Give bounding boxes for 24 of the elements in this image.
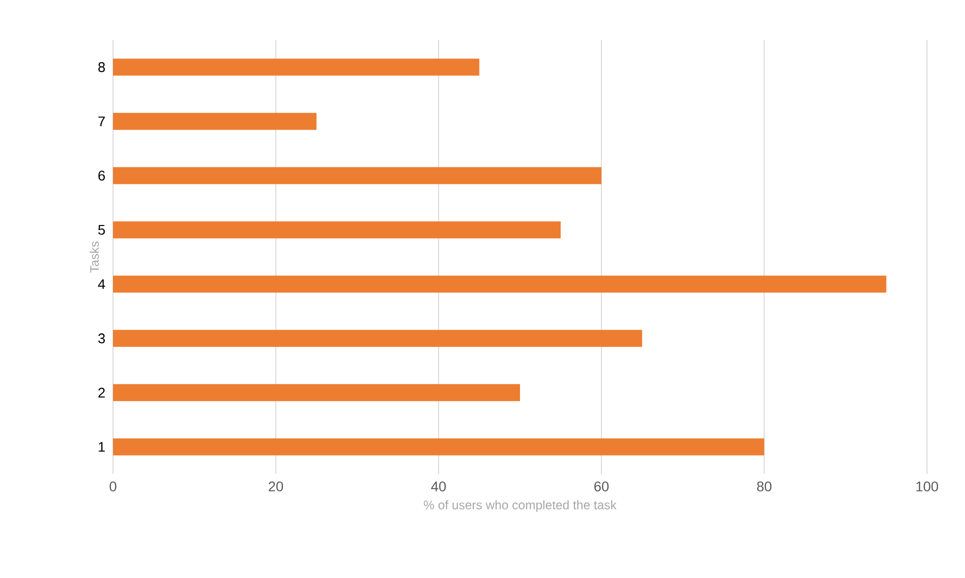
bar (113, 438, 764, 456)
y-tick-label: 6 (98, 170, 105, 181)
y-axis-title: Tasks (90, 242, 99, 273)
bar (113, 330, 642, 347)
bar (113, 384, 520, 402)
x-tick-label: 80 (757, 482, 772, 492)
y-tick-label: 1 (98, 442, 105, 452)
y-tick-label: 7 (98, 116, 105, 126)
bar (113, 276, 886, 293)
y-tick-label: 8 (98, 62, 105, 72)
x-tick-label: 100 (916, 482, 938, 492)
y-tick-label: 5 (98, 225, 105, 235)
bar (113, 112, 317, 130)
bar (113, 221, 561, 238)
bar (113, 167, 602, 184)
y-tick-label: 2 (98, 388, 105, 398)
x-tick-label: 40 (431, 482, 446, 492)
x-tick-label: 20 (268, 482, 284, 492)
x-tick-label: 0 (110, 482, 116, 492)
x-axis-title: % of users who completed the task (424, 500, 617, 512)
y-tick-label: 3 (98, 333, 105, 344)
x-tick-label: 60 (594, 482, 609, 492)
y-tick-label: 4 (98, 279, 106, 289)
bar (113, 58, 480, 76)
